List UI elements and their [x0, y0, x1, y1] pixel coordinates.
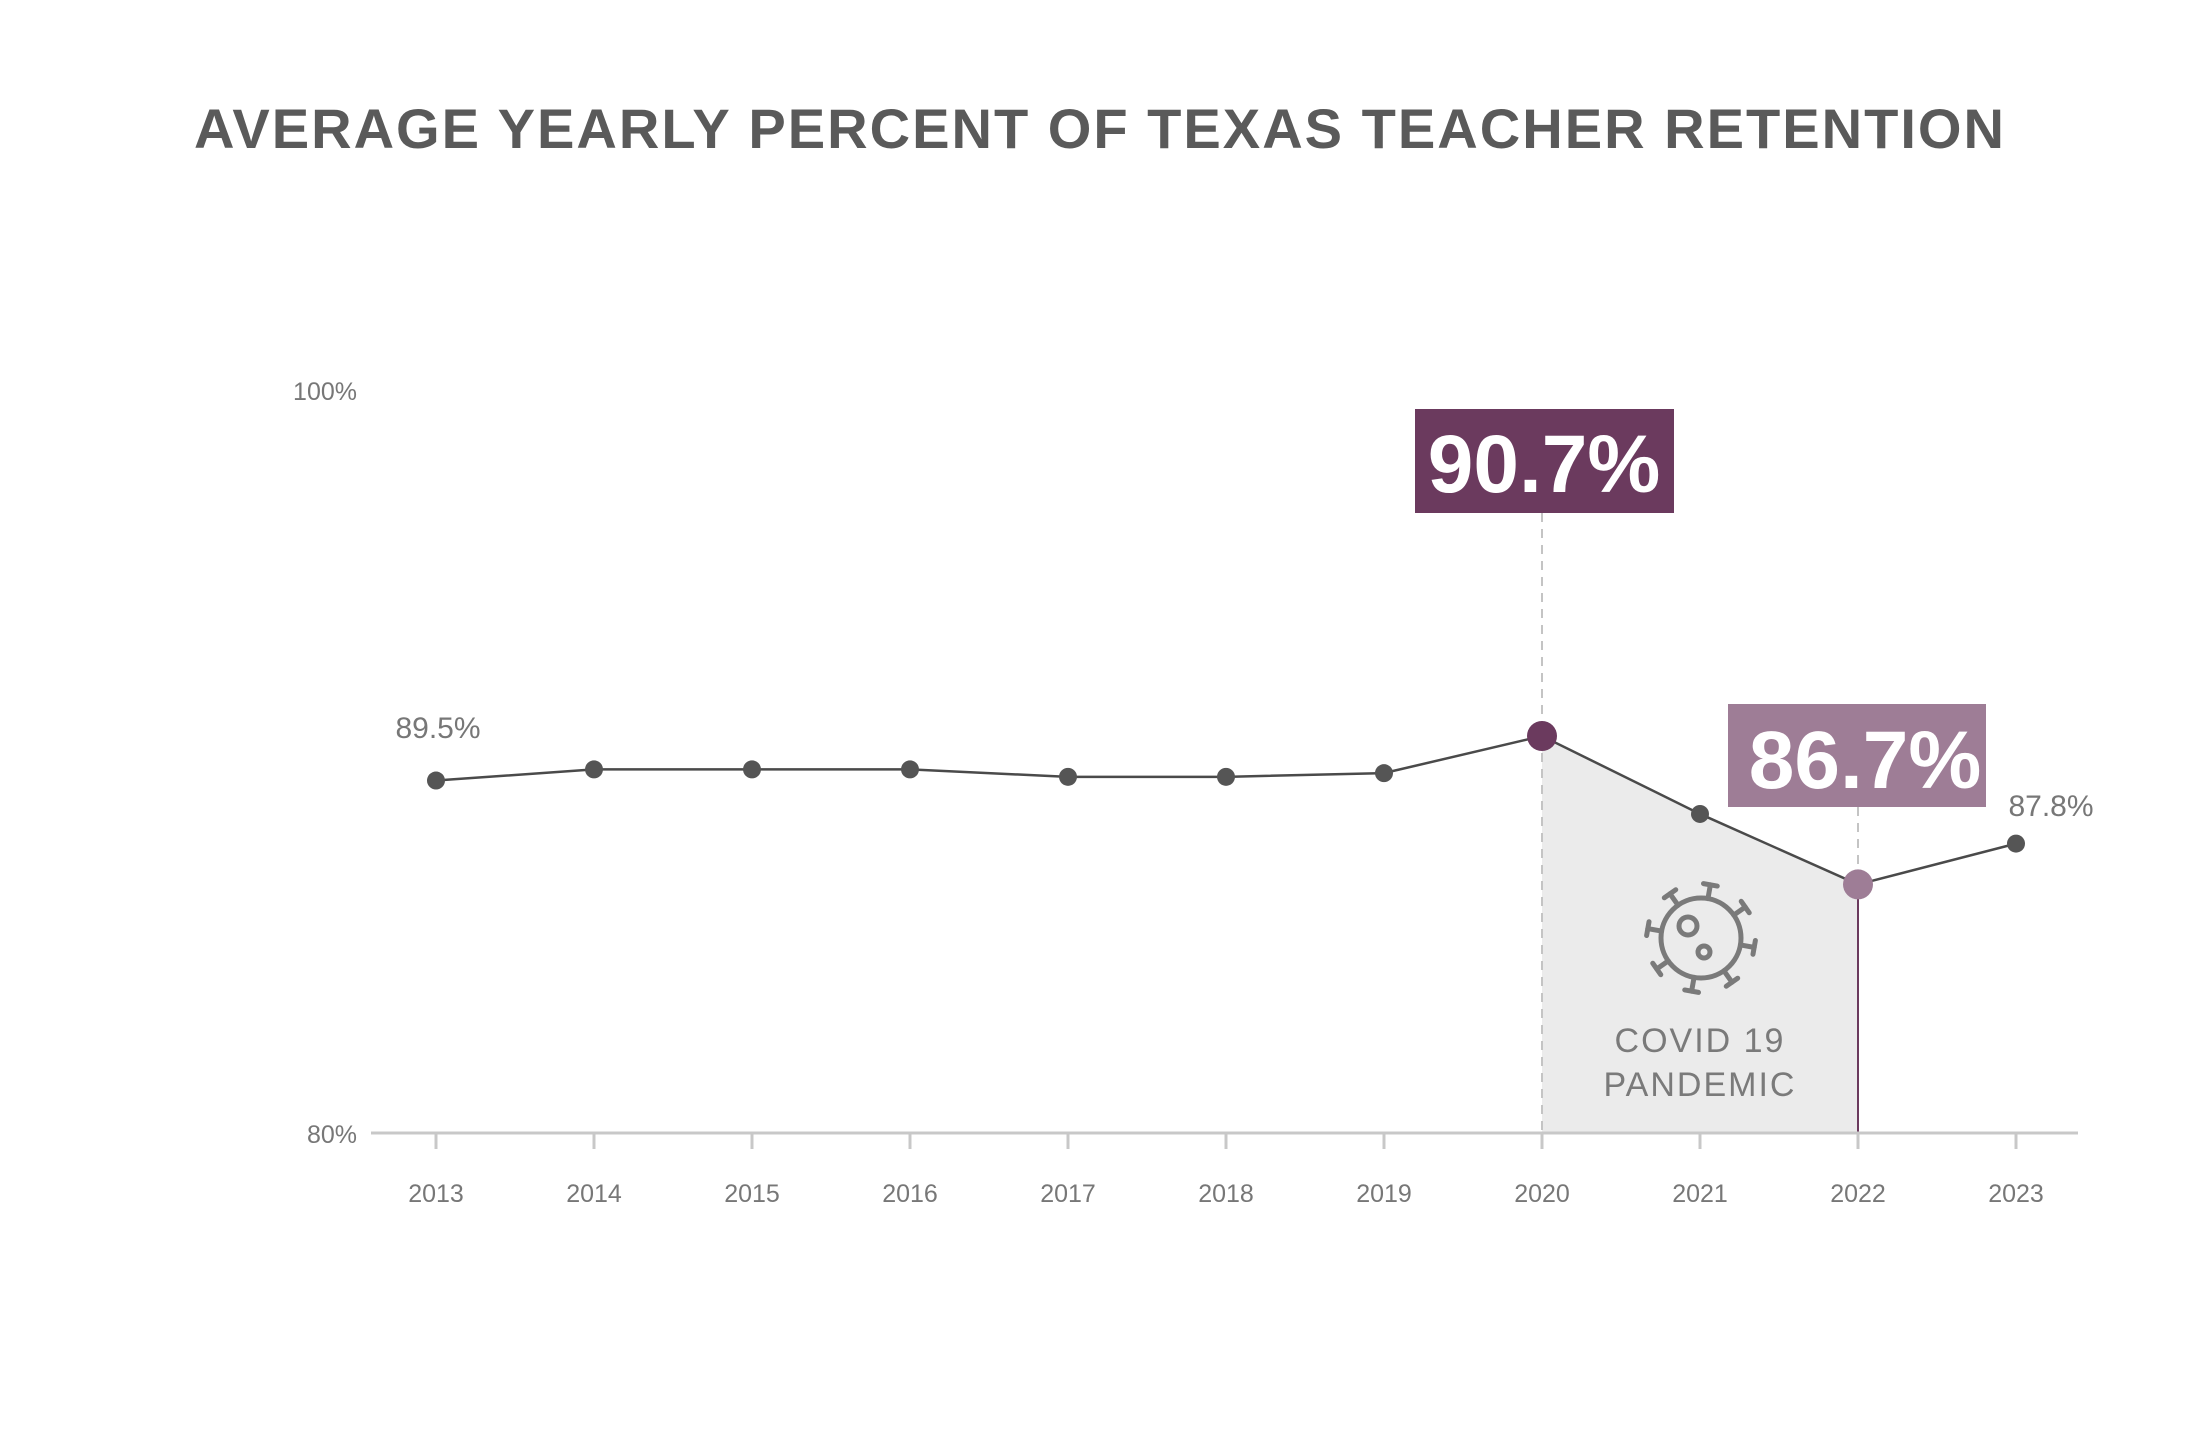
virus-spike-cap	[1682, 987, 1702, 995]
callout-label-2020: 90.7%	[1428, 419, 1661, 510]
x-tick-label-2021: 2021	[1672, 1180, 1728, 1208]
x-tick-label-2017: 2017	[1040, 1180, 1096, 1208]
data-point-2018	[1217, 767, 1235, 786]
chart-title: AVERAGE YEARLY PERCENT OF TEXAS TEACHER …	[194, 97, 2006, 160]
x-tick-label-2013: 2013	[408, 1180, 464, 1208]
x-tick-label-2018: 2018	[1198, 1180, 1254, 1208]
data-point-2019	[1375, 764, 1393, 783]
data-label-last: 87.8%	[2008, 790, 2093, 823]
x-tick-label-2019: 2019	[1356, 1180, 1412, 1208]
data-label-first: 89.5%	[395, 712, 480, 745]
covid-shaded-area	[1542, 736, 1858, 1133]
callout-2022: 86.7%	[1728, 704, 1986, 807]
data-point-2014	[585, 760, 603, 779]
virus-spike-cap	[1700, 881, 1720, 889]
virus-spike-cap	[1650, 960, 1664, 978]
x-tick-label-2023: 2023	[1988, 1180, 2044, 1208]
data-point-2016	[901, 760, 919, 779]
virus-icon	[1644, 881, 1758, 995]
data-point-2017	[1059, 767, 1077, 786]
x-tick-label-2022: 2022	[1830, 1180, 1886, 1208]
callout-2020: 90.7%	[1415, 409, 1674, 513]
data-point-2021	[1691, 804, 1709, 823]
x-tick-label-2014: 2014	[566, 1180, 622, 1208]
virus-spike-cap	[1750, 937, 1758, 957]
covid-label-line1: COVID 19	[1615, 1022, 1786, 1060]
x-tick-label-2016: 2016	[882, 1180, 938, 1208]
data-point-2023	[2007, 834, 2025, 853]
virus-spike-cap	[1738, 898, 1752, 916]
data-point-2020	[1527, 721, 1557, 752]
callout-label-2022: 86.7%	[1749, 715, 1982, 806]
data-point-2015	[743, 760, 761, 779]
virus-spike-cap	[1723, 975, 1741, 989]
x-tick-label-2015: 2015	[724, 1180, 780, 1208]
data-point-2022	[1843, 869, 1873, 900]
y-tick-label-100: 100%	[293, 378, 357, 406]
x-tick-label-2020: 2020	[1514, 1180, 1570, 1208]
data-point-2013	[427, 771, 445, 790]
y-tick-label-80: 80%	[307, 1121, 357, 1149]
callout-box-2020	[1415, 409, 1674, 513]
virus-spike-cap	[1644, 919, 1652, 939]
callout-box-2022	[1728, 704, 1986, 807]
covid-annotation: COVID 19 PANDEMIC	[1604, 881, 1797, 1104]
virus-spike-cap	[1661, 887, 1679, 901]
covid-label-line2: PANDEMIC	[1604, 1066, 1797, 1104]
